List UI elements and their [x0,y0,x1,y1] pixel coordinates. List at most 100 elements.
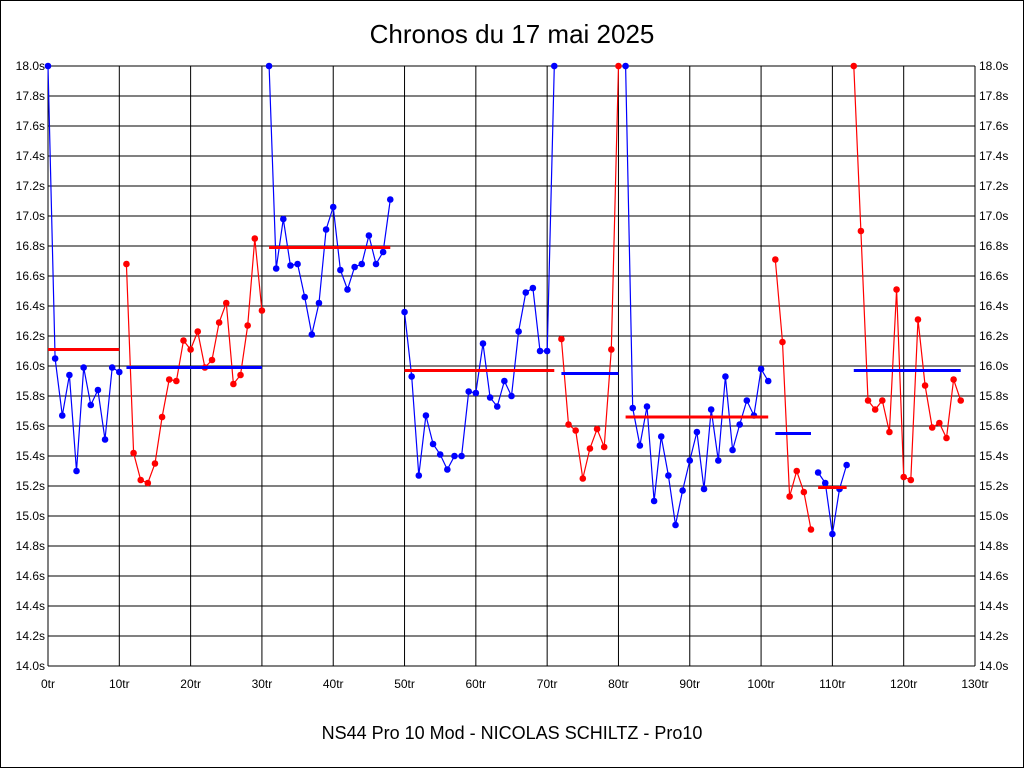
y-tick-label-right: 17.8s [979,89,1008,103]
data-point [187,346,194,353]
data-point [222,299,230,307]
y-tick-label-left: 17.4s [16,149,45,163]
y-tick-label-left: 15.8s [16,389,45,403]
data-point [408,373,415,380]
data-point [786,493,793,500]
x-tick-label: 80tr [608,677,629,691]
y-tick-label-left: 17.0s [16,209,45,223]
series-line [560,65,620,479]
data-point [501,377,508,385]
data-point [137,476,144,484]
data-point [615,62,622,70]
y-tick-label-left: 14.6s [16,569,45,583]
y-tick-label-left: 18.0s [16,59,45,73]
data-point [608,346,615,353]
y-tick-label-right: 14.2s [979,629,1008,643]
data-point [123,260,130,268]
data-point [686,457,694,464]
data-point [265,62,273,70]
x-tick-label: 70tr [537,677,558,691]
data-point [58,412,66,419]
data-point [814,469,822,476]
data-point [850,62,858,70]
y-tick-label-right: 18.0s [979,59,1008,73]
data-point [337,266,344,274]
data-point [757,365,765,373]
data-point [657,433,665,440]
data-point [80,364,87,371]
series [44,62,965,538]
data-point [94,386,102,394]
y-tick-label-right: 14.4s [979,599,1008,613]
x-tick-label: 20tr [180,677,201,691]
y-tick-label-left: 16.8s [16,239,45,253]
data-point [665,472,672,479]
series-line [268,65,391,335]
y-tick-label-left: 15.4s [16,449,45,463]
data-point [907,476,915,484]
data-point [101,436,109,443]
data-point [215,319,223,326]
data-point [928,424,936,431]
data-point [871,406,879,413]
data-point [550,62,558,70]
y-tick-label-right: 16.8s [979,239,1008,253]
data-point [244,322,251,329]
data-point [829,530,836,538]
data-point [736,421,743,428]
data-point [130,449,137,457]
x-tick-label: 60tr [466,677,487,691]
data-point [486,394,494,401]
y-tick-label-left: 16.6s [16,269,45,283]
y-tick-label-left: 14.2s [16,629,45,643]
data-point [864,397,872,404]
data-point [672,521,679,529]
x-tick-label: 120tr [890,677,917,691]
data-point [843,461,850,469]
data-point [779,338,786,346]
y-tick-label-right: 16.0s [979,359,1008,373]
x-tick-label: 90tr [679,677,700,691]
data-point [857,227,865,235]
data-point [379,248,387,256]
series-line [403,65,555,476]
x-tick-label: 100tr [747,677,774,691]
data-point [208,356,216,364]
y-tick-label-left: 17.2s [16,179,45,193]
data-point [116,368,123,376]
data-point [650,497,658,505]
data-point [422,412,430,419]
y-tick-label-right: 15.8s [979,389,1008,403]
data-point [194,328,202,335]
data-point [764,377,772,385]
segment [265,62,394,338]
data-point [322,226,330,233]
data-point [44,62,52,70]
y-tick-label-left: 15.0s [16,509,45,523]
series-line [125,238,263,484]
data-point [444,466,451,473]
segment [814,461,850,538]
data-point [329,203,337,211]
y-tick-label-right: 16.6s [979,269,1008,283]
data-point [772,256,779,263]
y-tick-label-right: 14.0s [979,659,1008,673]
data-point [415,472,423,479]
data-point [636,442,644,449]
data-point [344,286,351,293]
data-point [714,457,722,464]
y-tick-label-right: 14.8s [979,539,1008,553]
data-point [821,479,829,487]
y-tick-label-right: 14.6s [979,569,1008,583]
data-point [180,337,187,344]
data-point [586,445,594,452]
y-tick-label-left: 14.4s [16,599,45,613]
data-point [493,403,501,410]
data-point [165,376,173,383]
data-point [558,335,565,343]
data-point [893,286,900,293]
data-point [158,413,166,421]
data-point [914,316,922,323]
y-tick-label-left: 16.4s [16,299,45,313]
